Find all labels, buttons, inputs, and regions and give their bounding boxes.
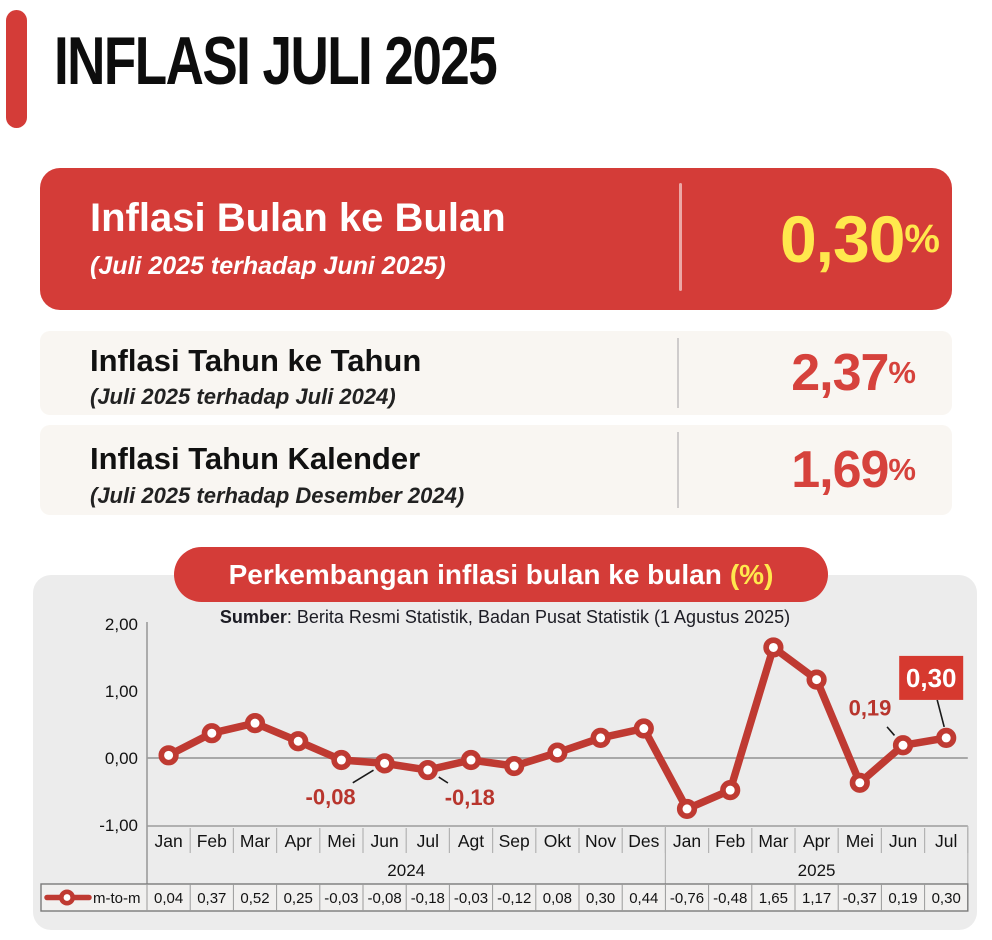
svg-text:Jan: Jan [154, 831, 182, 851]
svg-text:Apr: Apr [803, 831, 830, 851]
svg-text:Des: Des [628, 831, 659, 851]
svg-text:Mar: Mar [758, 831, 788, 851]
svg-text:-0,76: -0,76 [670, 890, 704, 907]
chart-panel: Sumber: Berita Resmi Statistik, Badan Pu… [33, 575, 977, 930]
svg-text:0,44: 0,44 [629, 890, 658, 907]
svg-text:2,00: 2,00 [105, 615, 138, 634]
svg-text:Agt: Agt [458, 831, 484, 851]
svg-text:1,17: 1,17 [802, 890, 831, 907]
svg-text:0,30: 0,30 [932, 890, 961, 907]
svg-text:-0,18: -0,18 [411, 890, 445, 907]
svg-text:0,52: 0,52 [240, 890, 269, 907]
chart-annotations: -0,08 -0,18 0,19 0,30 [306, 655, 964, 810]
ytd-value: 1,69 % [791, 425, 916, 515]
svg-text:-0,48: -0,48 [713, 890, 747, 907]
svg-text:-0,08: -0,08 [367, 890, 401, 907]
ytd-label: Inflasi Tahun Kalender [90, 441, 421, 476]
chart-year-labels: 2024 2025 [387, 826, 969, 884]
chart-series-line [164, 643, 950, 813]
yoy-label: Inflasi Tahun ke Tahun [90, 343, 422, 378]
svg-text:-0,12: -0,12 [497, 890, 531, 907]
svg-text:Jun: Jun [889, 831, 917, 851]
svg-text:Mei: Mei [846, 831, 874, 851]
svg-text:Okt: Okt [544, 831, 571, 851]
calendar-year-row: Inflasi Tahun Kalender (Juli 2025 terhad… [40, 425, 952, 515]
svg-text:Jan: Jan [673, 831, 701, 851]
yoy-value-unit: % [888, 355, 916, 390]
svg-text:-1,00: -1,00 [99, 816, 138, 835]
page-title: INFLASI JULI 2025 [54, 23, 498, 99]
ytd-sublabel: (Juli 2025 terhadap Desember 2024) [90, 483, 465, 508]
svg-text:2024: 2024 [387, 861, 425, 880]
svg-text:Apr: Apr [285, 831, 312, 851]
svg-text:Sep: Sep [499, 831, 530, 851]
svg-text:Feb: Feb [715, 831, 745, 851]
svg-text:Jun: Jun [370, 831, 398, 851]
svg-text:Mei: Mei [327, 831, 355, 851]
mtm-card-value: 0,30 % [780, 168, 940, 310]
svg-text:-0,18: -0,18 [445, 785, 495, 810]
svg-text:Feb: Feb [197, 831, 227, 851]
chart-source-label: Sumber [219, 607, 287, 627]
chart-source-text: : Berita Resmi Statistik, Badan Pusat St… [286, 607, 791, 627]
mtm-card-label: Inflasi Bulan ke Bulan [90, 196, 506, 240]
chart-legend: m-to-m [44, 889, 141, 907]
mtm-line-chart: 2,00 1,00 0,00 -1,00 Jan Feb Mar Apr Mei Jun Jul Ag… [40, 615, 969, 912]
svg-text:2025: 2025 [798, 861, 836, 880]
yoy-sublabel: (Juli 2025 terhadap Juli 2024) [90, 384, 396, 409]
month-to-month-card: Inflasi Bulan ke Bulan (Juli 2025 terhad… [40, 168, 952, 310]
yoy-divider [677, 338, 679, 408]
svg-text:0,30: 0,30 [586, 890, 615, 907]
chart-month-labels: Jan Feb Mar Apr Mei Jun Jul Agt Sep Okt Nov Des Jan F… [154, 831, 957, 851]
chart-value-row: 0,04 0,37 0,52 0,25 -0,03 -0,08 -0,18 -0,03 -0,1… [40, 883, 969, 912]
title-accent-bar [6, 10, 27, 128]
svg-text:0,00: 0,00 [105, 749, 138, 768]
svg-text:Mar: Mar [240, 831, 270, 851]
svg-text:Nov: Nov [585, 831, 616, 851]
mtm-card-divider [679, 183, 682, 291]
svg-text:0,19: 0,19 [888, 890, 917, 907]
yoy-value-number: 2,37 [791, 344, 889, 402]
svg-text:-0,03: -0,03 [324, 890, 358, 907]
svg-text:0,30: 0,30 [906, 663, 957, 693]
mtm-value-number: 0,30 [779, 202, 905, 276]
svg-text:0,25: 0,25 [284, 890, 313, 907]
chart-title-unit: (%) [729, 558, 774, 590]
svg-text:1,65: 1,65 [759, 890, 788, 907]
svg-text:0,19: 0,19 [849, 695, 892, 720]
chart-y-axis-labels: 2,00 1,00 0,00 -1,00 [99, 615, 138, 835]
chart-title-pill: Perkembangan inflasi bulan ke bulan (%) [174, 547, 828, 602]
svg-text:-0,37: -0,37 [843, 890, 877, 907]
mtm-value-unit: % [904, 216, 940, 261]
svg-text:0,37: 0,37 [197, 890, 226, 907]
svg-text:-0,08: -0,08 [306, 784, 356, 809]
mtm-card-sublabel: (Juli 2025 terhadap Juni 2025) [90, 252, 446, 280]
ytd-divider [677, 432, 679, 508]
svg-text:0,04: 0,04 [154, 890, 183, 907]
ytd-value-unit: % [888, 452, 916, 487]
svg-text:0,08: 0,08 [543, 890, 572, 907]
svg-text:m-to-m: m-to-m [93, 890, 141, 907]
chart-title-text: Perkembangan inflasi bulan ke bulan [228, 558, 722, 590]
year-on-year-row: Inflasi Tahun ke Tahun (Juli 2025 terhad… [40, 331, 952, 415]
svg-text:-0,03: -0,03 [454, 890, 488, 907]
svg-text:Jul: Jul [935, 831, 957, 851]
yoy-value: 2,37 % [791, 331, 916, 415]
svg-text:1,00: 1,00 [105, 682, 138, 701]
chart-source-line: Sumber: Berita Resmi Statistik, Badan Pu… [33, 607, 977, 628]
svg-text:Jul: Jul [417, 831, 439, 851]
ytd-value-number: 1,69 [791, 441, 889, 499]
chart-markers [158, 637, 957, 820]
